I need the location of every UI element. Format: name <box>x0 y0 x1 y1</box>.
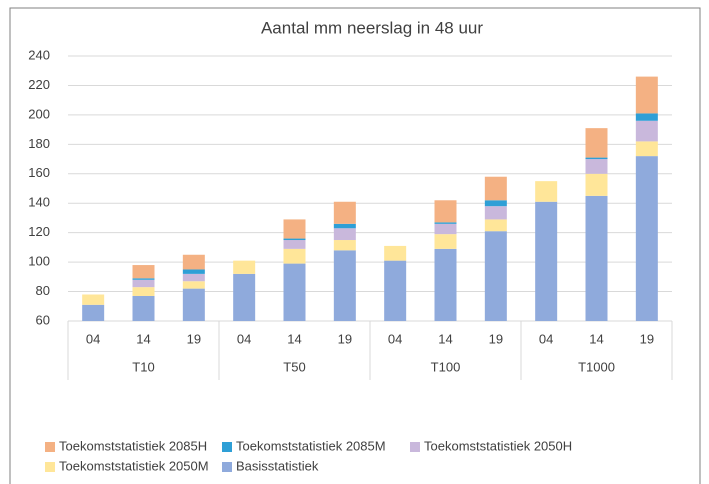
bar-segment <box>585 157 608 160</box>
bar-segment <box>484 206 507 220</box>
y-tick-label: 180 <box>28 136 50 151</box>
bar-segment <box>182 273 205 282</box>
group-label: T50 <box>283 359 305 374</box>
bar-segment <box>132 295 155 321</box>
bar-segment <box>333 201 356 224</box>
legend-swatch <box>45 442 55 452</box>
y-tick-label: 220 <box>28 77 50 92</box>
bar-segment <box>82 294 105 305</box>
x-tick-label: 19 <box>489 331 503 346</box>
y-tick-label: 200 <box>28 106 50 121</box>
y-tick-label: 120 <box>28 224 50 239</box>
bar-segment <box>182 254 205 270</box>
bar-segment <box>434 223 457 235</box>
group-label: T10 <box>132 359 154 374</box>
legend-label: Basisstatistiek <box>236 458 319 473</box>
bar-segment <box>635 141 658 157</box>
bar-segment <box>635 113 658 121</box>
bar-segment <box>283 263 306 321</box>
bar-segment <box>434 200 457 223</box>
bar-segment <box>333 223 356 229</box>
x-tick-label: 14 <box>136 331 150 346</box>
bar-segment <box>333 250 356 321</box>
legend-label: Toekomststatistiek 2085H <box>59 438 207 453</box>
bar-segment <box>434 248 457 321</box>
bar-segment <box>283 219 306 239</box>
x-tick-label: 19 <box>187 331 201 346</box>
bar-segment <box>585 173 608 196</box>
legend-label: Toekomststatistiek 2085M <box>236 438 386 453</box>
bar-segment <box>484 176 507 201</box>
bar-segment <box>484 200 507 207</box>
x-tick-label: 04 <box>388 331 402 346</box>
bar-segment <box>384 245 407 261</box>
x-tick-label: 19 <box>338 331 352 346</box>
legend-label: Toekomststatistiek 2050H <box>424 438 572 453</box>
legend-swatch <box>222 462 232 472</box>
bar-segment <box>132 279 155 288</box>
x-tick-label: 14 <box>287 331 301 346</box>
bar-segment <box>434 222 457 224</box>
bar-segment <box>333 228 356 241</box>
bar-segment <box>182 281 205 289</box>
bar-segment <box>283 240 306 249</box>
x-tick-label: 14 <box>589 331 603 346</box>
x-tick-label: 19 <box>640 331 654 346</box>
bar-segment <box>484 231 507 321</box>
bar-segment <box>233 260 256 274</box>
y-tick-label: 240 <box>28 47 50 62</box>
bar-segment <box>283 238 306 241</box>
y-tick-label: 60 <box>36 312 50 327</box>
bar-segment <box>132 278 155 280</box>
bar-segment <box>333 240 356 251</box>
bar-segment <box>635 120 658 142</box>
y-tick-label: 80 <box>36 283 50 298</box>
group-label: T1000 <box>578 359 615 374</box>
bar-segment <box>535 201 558 321</box>
legend-label: Toekomststatistiek 2050M <box>59 458 209 473</box>
y-tick-label: 100 <box>28 254 50 269</box>
bar-segment <box>283 248 306 264</box>
chart-title: Aantal mm neerslag in 48 uur <box>261 18 483 37</box>
bar-segment <box>585 128 608 158</box>
x-tick-label: 04 <box>539 331 553 346</box>
group-label: T100 <box>431 359 461 374</box>
bar-segment <box>635 76 658 114</box>
bar-segment <box>384 260 407 321</box>
bar-segment <box>434 234 457 249</box>
x-tick-label: 04 <box>237 331 251 346</box>
legend-swatch <box>410 442 420 452</box>
legend-swatch <box>45 462 55 472</box>
bar-segment <box>82 304 105 321</box>
bar-segment <box>585 195 608 321</box>
y-tick-label: 160 <box>28 165 50 180</box>
bar-segment <box>635 156 658 321</box>
x-tick-label: 04 <box>86 331 100 346</box>
chart-frame <box>9 7 701 484</box>
bar-segment <box>535 181 558 202</box>
bar-segment <box>182 288 205 321</box>
bar-segment <box>484 219 507 232</box>
bar-segment <box>233 273 256 321</box>
x-tick-label: 14 <box>438 331 452 346</box>
legend-swatch <box>222 442 232 452</box>
bar-segment <box>585 159 608 174</box>
y-tick-label: 140 <box>28 195 50 210</box>
bar-segment <box>132 287 155 296</box>
bar-segment <box>132 265 155 279</box>
bar-segment <box>182 269 205 274</box>
